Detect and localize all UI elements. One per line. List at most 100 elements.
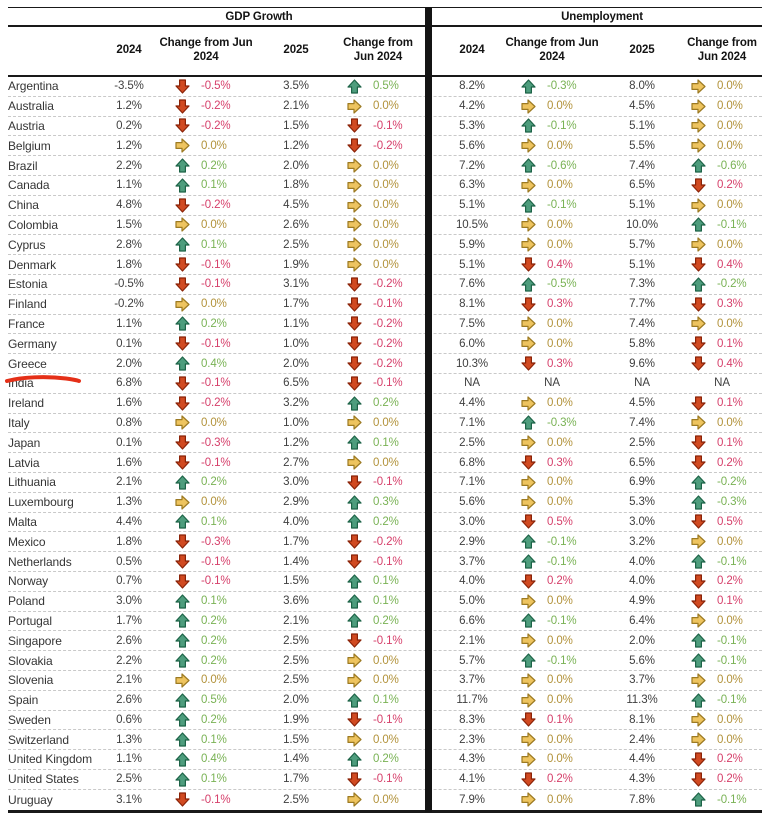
gdp-2024-value: 0.1% <box>116 436 142 449</box>
right-arrow-icon <box>691 79 706 94</box>
unemp-2024-change-value: -0.6% <box>547 159 577 172</box>
unemp-2024-change-value: 0.0% <box>547 674 573 687</box>
down-arrow-icon <box>175 396 190 411</box>
unemp-2025-change-column-header: Change from Jun 2024 <box>687 37 757 63</box>
down-arrow-icon <box>347 633 362 648</box>
up-arrow-icon <box>175 772 190 787</box>
down-arrow-icon <box>175 277 190 292</box>
gdp-2024-value: 0.8% <box>116 416 142 429</box>
unemp-2025-change: 0.2% <box>682 178 762 193</box>
unemp-2024-change: -0.6% <box>502 158 602 173</box>
gdp-2024-change: 0.1% <box>158 514 254 530</box>
right-arrow-icon <box>691 712 706 727</box>
unemp-2024-change: -0.3% <box>502 79 602 94</box>
gdp-2024-value: 4.4% <box>116 515 142 528</box>
unemp-2024-change: NA <box>502 377 602 389</box>
gdp-2025-change: -0.1% <box>338 633 418 648</box>
unemp-2024-change: -0.1% <box>502 613 602 629</box>
right-arrow-icon <box>347 455 362 470</box>
unemp-2024-change: 0.3% <box>502 356 602 371</box>
up-arrow-icon <box>347 396 362 411</box>
unemp-2024-value: 7.2% <box>459 159 485 172</box>
down-arrow-icon <box>347 376 362 391</box>
unemp-2024-value: 5.9% <box>459 238 485 251</box>
unemp-2025-change: 0.2% <box>682 752 762 767</box>
table-row: Sweden 0.6% 0.2% 1.9% -0.1% 8.3% 0.1% 8.… <box>8 711 762 731</box>
unemp-2024-change: -0.1% <box>502 534 602 549</box>
down-arrow-icon <box>347 316 362 332</box>
gdp-2024-change-value: 0.1% <box>201 773 227 786</box>
gdp-2025-change-value: 0.2% <box>373 614 399 627</box>
unemp-2024-value: 3.7% <box>459 674 485 687</box>
unemp-2024-value: 8.2% <box>459 80 485 93</box>
gdp-2025-value: 2.6% <box>283 218 309 231</box>
gdp-2024-change-column-header: Change from Jun 2024 <box>159 37 253 63</box>
unemp-2025-value: 5.7% <box>629 238 655 251</box>
table-row: Portugal 1.7% 0.2% 2.1% 0.2% 6.6% -0.1% … <box>8 612 762 632</box>
gdp-2024-change-value: 0.0% <box>201 674 227 687</box>
gdp-2024-change-value: 0.0% <box>201 496 227 509</box>
unemp-2024-change: 0.0% <box>502 495 602 510</box>
gdp-2024-change: -0.1% <box>158 336 254 351</box>
country-label: Switzerland <box>8 732 69 747</box>
unemp-2025-change: 0.1% <box>682 336 762 351</box>
up-arrow-icon <box>175 514 190 530</box>
unemp-2024-value: 2.3% <box>459 733 485 746</box>
unemp-2025-change: 0.5% <box>682 514 762 530</box>
gdp-2024-value: 0.6% <box>116 713 142 726</box>
right-arrow-icon <box>521 178 536 193</box>
table-row: Spain 2.6% 0.5% 2.0% 0.1% 11.7% 0.0% 11.… <box>8 691 762 711</box>
down-arrow-icon <box>347 554 362 569</box>
unemp-2025-value: 6.5% <box>629 179 655 192</box>
gdp-2024-change-value: -0.1% <box>201 278 231 291</box>
right-arrow-icon <box>347 237 362 252</box>
down-arrow-icon <box>691 574 706 589</box>
unemp-2024-value: 5.6% <box>459 139 485 152</box>
table-row: Poland 3.0% 0.1% 3.6% 0.1% 5.0% 0.0% 4.9… <box>8 592 762 612</box>
right-arrow-icon <box>691 237 706 252</box>
gdp-2025-value: 1.4% <box>283 753 309 766</box>
gdp-2024-change-value: 0.0% <box>201 298 227 311</box>
gdp-2025-change: 0.0% <box>338 792 418 807</box>
gdp-2024-change: -0.2% <box>158 198 254 213</box>
gdp-2024-change: 0.0% <box>158 217 254 233</box>
gdp-2024-change: -0.2% <box>158 118 254 134</box>
unemp-2024-value: 6.6% <box>459 614 485 627</box>
country-label: Italy <box>8 415 30 430</box>
country-label: Poland <box>8 594 45 609</box>
unemp-2025-change: -0.2% <box>682 475 762 490</box>
unemp-2024-change: 0.2% <box>502 574 602 589</box>
unemp-2024-change-value: 0.0% <box>547 496 573 509</box>
down-arrow-icon <box>691 435 706 450</box>
unemp-2025-change-value: -0.1% <box>717 793 747 806</box>
unemp-2025-value: 5.1% <box>629 258 655 271</box>
unemp-2025-change: 0.0% <box>682 138 762 153</box>
gdp-2025-value: 1.7% <box>283 773 309 786</box>
gdp-2024-change-value: 0.2% <box>201 614 227 627</box>
gdp-2025-change-value: -0.1% <box>373 298 403 311</box>
down-arrow-icon <box>691 594 706 609</box>
unemp-2024-change-value: 0.0% <box>547 793 573 806</box>
country-label: Canada <box>8 178 50 193</box>
gdp-2024-value: 4.8% <box>116 199 142 212</box>
unemp-2025-column-header: 2025 <box>629 44 655 57</box>
right-arrow-icon <box>521 732 536 747</box>
right-arrow-icon <box>347 732 362 747</box>
up-arrow-icon <box>347 594 362 609</box>
up-arrow-icon <box>347 692 362 708</box>
gdp-2025-value: 3.2% <box>283 397 309 410</box>
unemp-2025-change-value: 0.2% <box>717 456 743 469</box>
gdp-2024-change: 0.1% <box>158 594 254 609</box>
table-row: Cyprus 2.8% 0.1% 2.5% 0.0% 5.9% 0.0% 5.7… <box>8 235 762 256</box>
unemp-2025-change: 0.0% <box>682 732 762 747</box>
unemp-2024-change: 0.4% <box>502 257 602 272</box>
right-arrow-icon <box>347 792 362 807</box>
gdp-2025-change: 0.0% <box>338 178 418 193</box>
gdp-2024-value: 1.2% <box>116 100 142 113</box>
gdp-2025-change: -0.1% <box>338 118 418 134</box>
up-arrow-icon <box>175 475 190 490</box>
unemp-2025-change-value: 0.1% <box>717 436 743 449</box>
gdp-2024-change-value: 0.0% <box>201 218 227 231</box>
unemp-2025-change-value: 0.2% <box>717 773 743 786</box>
